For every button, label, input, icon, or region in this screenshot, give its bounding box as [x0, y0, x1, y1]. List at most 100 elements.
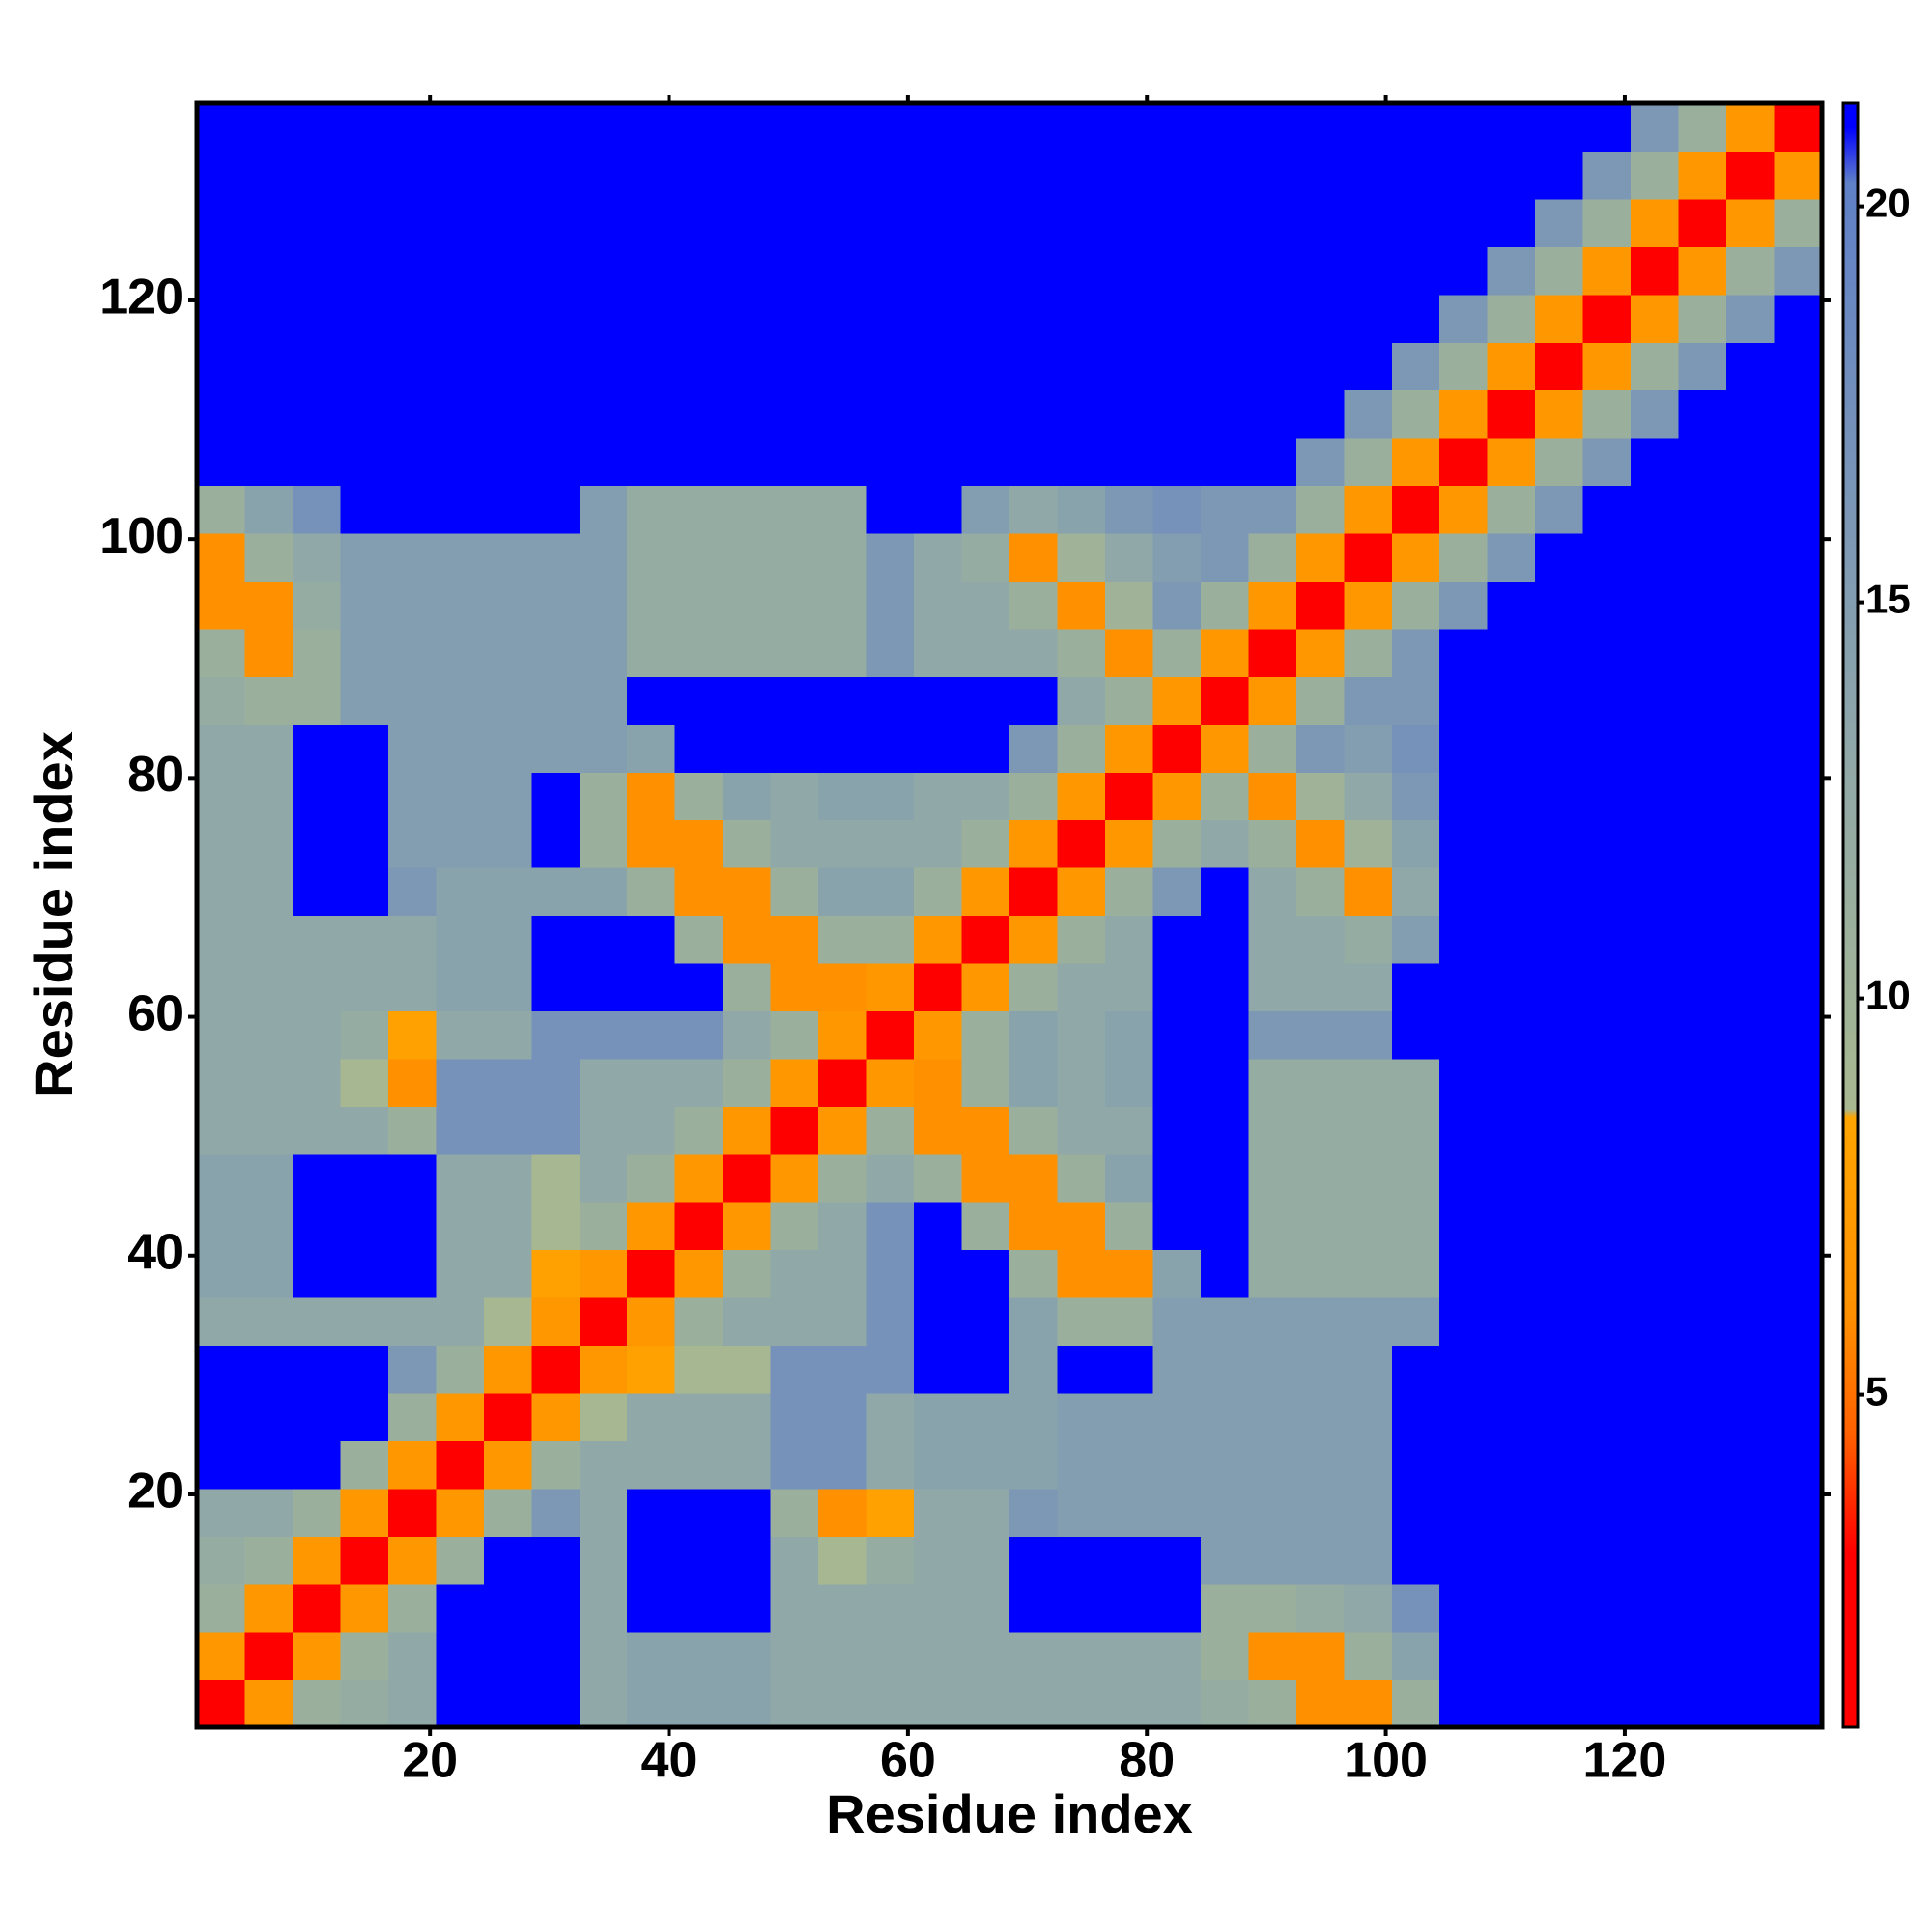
heatmap-cell	[244, 1010, 294, 1060]
heatmap-cell	[1535, 1106, 1584, 1155]
heatmap-cell	[770, 819, 819, 868]
heatmap-cell	[531, 867, 581, 917]
heatmap-cell	[1487, 676, 1536, 725]
heatmap-cell	[1152, 198, 1202, 247]
heatmap-cell	[1535, 103, 1584, 153]
heatmap-cell	[531, 772, 581, 821]
heatmap-cell	[818, 1536, 867, 1585]
heatmap-cell	[197, 628, 246, 677]
heatmap-cell	[866, 1345, 915, 1394]
heatmap-cell	[244, 676, 294, 725]
heatmap-cell	[723, 1058, 772, 1107]
heatmap-cell	[1678, 1010, 1727, 1060]
heatmap-cell	[818, 1153, 867, 1203]
heatmap-cell	[961, 1202, 1010, 1251]
heatmap-cell	[914, 532, 963, 582]
heatmap-cell	[292, 1392, 342, 1441]
heatmap-cell	[1104, 198, 1154, 247]
heatmap-cell	[244, 294, 294, 343]
heatmap-cell	[244, 962, 294, 1011]
heatmap-cell	[1487, 1345, 1536, 1394]
heatmap-cell	[436, 772, 485, 821]
heatmap-cell	[292, 724, 342, 773]
heatmap-cell	[866, 532, 915, 582]
heatmap-cell	[770, 628, 819, 677]
heatmap-cell	[197, 867, 246, 917]
heatmap-cell	[1295, 915, 1345, 964]
heatmap-cell	[436, 819, 485, 868]
heatmap-cell	[1631, 151, 1680, 200]
heatmap-cell	[1774, 962, 1823, 1011]
heatmap-cell	[961, 1058, 1010, 1107]
heatmap-cell	[1631, 628, 1680, 677]
heatmap-cell	[1439, 1106, 1489, 1155]
heatmap-cell	[723, 1153, 772, 1203]
heatmap-cell	[914, 1010, 963, 1060]
heatmap-cell	[1057, 1010, 1106, 1060]
heatmap-cell	[674, 772, 724, 821]
heatmap-cell	[1009, 1632, 1059, 1681]
heatmap-cell	[1009, 1488, 1059, 1537]
heatmap-cell	[1152, 676, 1202, 725]
heatmap-cell	[1726, 532, 1776, 582]
heatmap-cell	[674, 485, 724, 534]
heatmap-cell	[387, 1297, 437, 1347]
heatmap-cell	[1295, 1297, 1345, 1347]
heatmap-cell	[340, 867, 389, 917]
heatmap-cell	[387, 246, 437, 296]
heatmap-cell	[1344, 819, 1393, 868]
heatmap-cell	[1391, 1583, 1440, 1633]
heatmap-cell	[1439, 1583, 1489, 1633]
heatmap-cell	[1631, 532, 1680, 582]
heatmap-cell	[244, 532, 294, 582]
heatmap-cell	[1535, 1679, 1584, 1728]
heatmap-cell	[387, 1632, 437, 1681]
heatmap-cell	[1535, 151, 1584, 200]
heatmap-cell	[1726, 342, 1776, 391]
heatmap-cell	[1774, 724, 1823, 773]
heatmap-cell	[914, 772, 963, 821]
heatmap-cell	[1295, 867, 1345, 917]
heatmap-cell	[1631, 676, 1680, 725]
heatmap-cell	[436, 103, 485, 153]
heatmap-cell	[1295, 1583, 1345, 1633]
heatmap-cell	[387, 1536, 437, 1585]
heatmap-cell	[340, 1249, 389, 1298]
heatmap-cell	[531, 1392, 581, 1441]
heatmap-cell	[1391, 581, 1440, 630]
heatmap-cell	[1631, 246, 1680, 296]
heatmap-cell	[579, 867, 628, 917]
heatmap-cell	[1248, 1010, 1297, 1060]
heatmap-cell	[1439, 1010, 1489, 1060]
heatmap-cell	[483, 867, 532, 917]
heatmap-cell	[866, 1153, 915, 1203]
heatmap-cell	[1487, 1010, 1536, 1060]
heatmap-cell	[1535, 581, 1584, 630]
heatmap-cell	[818, 915, 867, 964]
heatmap-cell	[866, 151, 915, 200]
heatmap-cell	[1009, 198, 1059, 247]
heatmap-cell	[1439, 867, 1489, 917]
heatmap-cell	[866, 1440, 915, 1490]
heatmap-cell	[483, 1583, 532, 1633]
heatmap-cell	[579, 772, 628, 821]
heatmap-cell	[627, 151, 676, 200]
heatmap-cell	[1487, 1058, 1536, 1107]
heatmap-cell	[1104, 819, 1154, 868]
heatmap-cell	[244, 867, 294, 917]
heatmap-cell	[723, 151, 772, 200]
heatmap-cell	[770, 1536, 819, 1585]
heatmap-cell	[1439, 389, 1489, 439]
heatmap-cell	[340, 1632, 389, 1681]
heatmap-cell	[818, 1488, 867, 1537]
heatmap-cell	[531, 962, 581, 1011]
heatmap-cell	[531, 1440, 581, 1490]
heatmap-cell	[579, 915, 628, 964]
heatmap-cell	[1009, 438, 1059, 487]
heatmap-cell	[197, 724, 246, 773]
heatmap-cell	[1152, 532, 1202, 582]
heatmap-cell	[1582, 1297, 1632, 1347]
heatmap-cell	[1774, 1488, 1823, 1537]
heatmap-cell	[770, 1345, 819, 1394]
heatmap-cell	[914, 1297, 963, 1347]
